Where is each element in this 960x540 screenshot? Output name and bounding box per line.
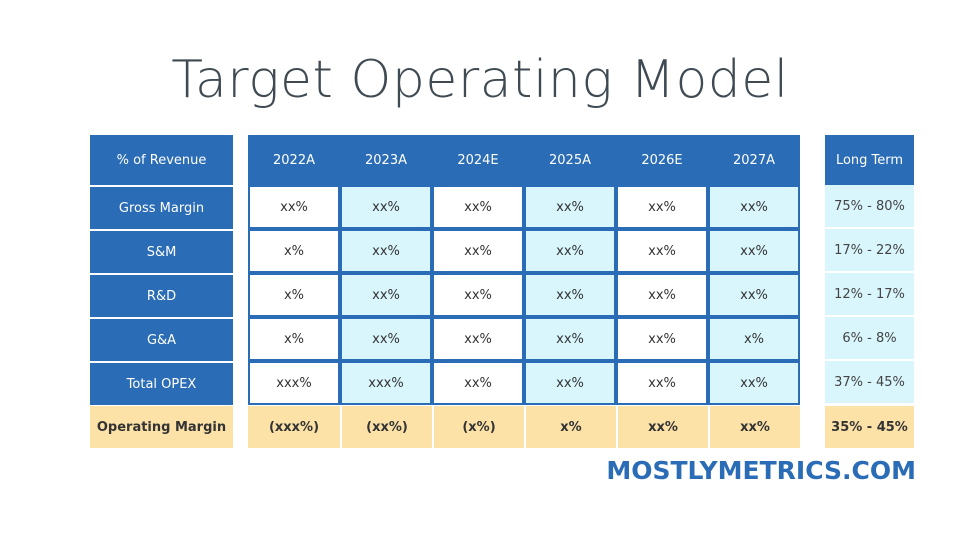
table-cell: xx% xyxy=(524,229,616,273)
table-cell: xx% xyxy=(616,361,708,405)
operating-margin-label: Operating Margin xyxy=(90,406,233,448)
table-cell: x% xyxy=(248,273,340,317)
year-header-2025a: 2025A xyxy=(549,152,591,168)
table-cell: xx% xyxy=(524,317,616,361)
long-term-value: 12% - 17% xyxy=(825,273,914,317)
table-cell: xx% xyxy=(616,185,708,229)
year-header-2026e: 2026E xyxy=(641,152,683,168)
operating-margin-long-term: 35% - 45% xyxy=(825,406,914,448)
operating-margin-cell: xx% xyxy=(708,406,800,448)
row-label: Gross Margin xyxy=(90,185,233,229)
row-label: G&A xyxy=(90,317,233,361)
table-cell: xx% xyxy=(524,361,616,405)
table-cell: xx% xyxy=(340,185,432,229)
long-term-value: 37% - 45% xyxy=(825,361,914,405)
long-term-header: Long Term xyxy=(825,135,914,185)
page-title: Target Operating Model xyxy=(171,50,789,110)
table-cell: xx% xyxy=(340,317,432,361)
operating-margin-cell: (xx%) xyxy=(340,406,432,448)
row-label: Total OPEX xyxy=(90,361,233,405)
long-term-value: 6% - 8% xyxy=(825,317,914,361)
table-cell: xx% xyxy=(432,185,524,229)
long-term-value: 75% - 80% xyxy=(825,185,914,229)
year-header-2022a: 2022A xyxy=(273,152,315,168)
operating-margin-cell: x% xyxy=(524,406,616,448)
table-cell: x% xyxy=(248,229,340,273)
table-cell: xx% xyxy=(708,273,800,317)
operating-margin-cell: xx% xyxy=(616,406,708,448)
table-cell: x% xyxy=(248,317,340,361)
table-cell: xx% xyxy=(432,229,524,273)
operating-margin-cell: (x%) xyxy=(432,406,524,448)
table-cell: xx% xyxy=(708,229,800,273)
year-header-2024e: 2024E xyxy=(457,152,499,168)
table-cell: xx% xyxy=(340,229,432,273)
table-cell: xx% xyxy=(524,273,616,317)
year-header-2023a: 2023A xyxy=(365,152,407,168)
table-cell: xx% xyxy=(248,185,340,229)
table-cell: xx% xyxy=(432,361,524,405)
year-header-2027a: 2027A xyxy=(733,152,775,168)
corner-label: % of Revenue xyxy=(90,135,233,185)
table-cell: xx% xyxy=(708,185,800,229)
table-cell: xxx% xyxy=(340,361,432,405)
row-label: S&M xyxy=(90,229,233,273)
year-header-bar xyxy=(248,135,800,185)
row-label: R&D xyxy=(90,273,233,317)
long-term-value: 17% - 22% xyxy=(825,229,914,273)
table-cell: xx% xyxy=(708,361,800,405)
table-cell: xx% xyxy=(616,229,708,273)
table-cell: xx% xyxy=(524,185,616,229)
table-cell: xx% xyxy=(432,273,524,317)
table-cell: xx% xyxy=(616,317,708,361)
operating-margin-cell: (xxx%) xyxy=(248,406,340,448)
brand-logo-text[interactable]: MOSTLYMETRICS.COM xyxy=(606,456,916,485)
table-cell: xx% xyxy=(432,317,524,361)
table-cell: xx% xyxy=(616,273,708,317)
table-cell: x% xyxy=(708,317,800,361)
table-cell: xxx% xyxy=(248,361,340,405)
table-cell: xx% xyxy=(340,273,432,317)
